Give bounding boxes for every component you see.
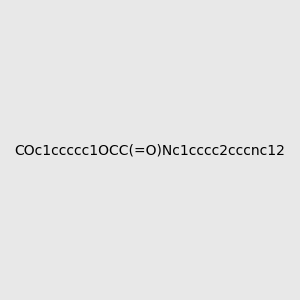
Text: COc1ccccc1OCC(=O)Nc1cccc2cccnc12: COc1ccccc1OCC(=O)Nc1cccc2cccnc12 [15, 143, 285, 157]
